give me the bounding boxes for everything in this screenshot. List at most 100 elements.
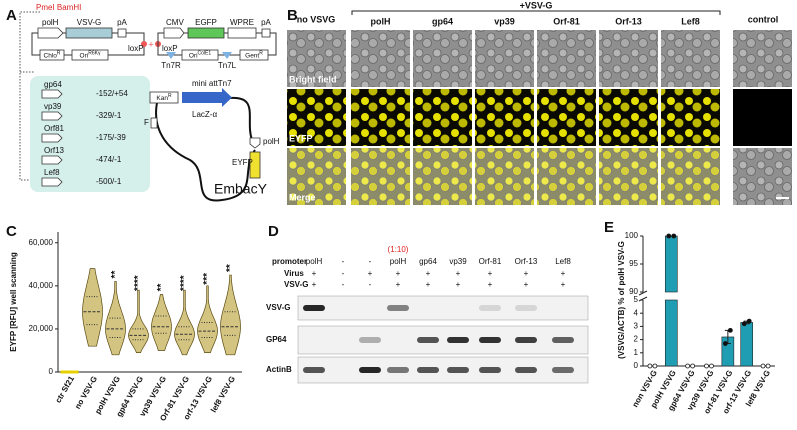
column-label: Orf-13	[615, 16, 642, 26]
lane-label: +	[426, 269, 431, 278]
data-point	[685, 363, 691, 369]
violin	[151, 294, 172, 351]
label: KanR	[156, 93, 172, 101]
band	[387, 305, 409, 311]
label-part: Kan	[156, 95, 168, 102]
promoter-range: -474/-1	[96, 155, 122, 164]
column-label: vp39	[494, 16, 515, 26]
label-part: Chlo	[44, 52, 58, 59]
x-tick-label: ctr Sf21	[54, 374, 77, 404]
micrograph	[733, 148, 792, 205]
row-label: Virus	[284, 269, 304, 278]
lane-label: +	[312, 269, 317, 278]
row-label: VSV-G	[284, 280, 308, 289]
lane-label: polH	[306, 257, 323, 266]
y-axis-label: EYFP [RFU] well scanning	[9, 252, 18, 352]
dilution: (1:10)	[388, 245, 409, 254]
micrograph	[287, 148, 346, 205]
y-axis-label: (VSVG/ACTB) % of polH VSV-G	[617, 241, 626, 359]
significance: **	[156, 283, 167, 291]
micrograph	[733, 89, 792, 146]
bracket	[351, 10, 721, 15]
promoter	[41, 155, 63, 165]
band	[303, 305, 325, 311]
data-point	[666, 233, 672, 239]
band-label: ActinB	[266, 365, 292, 374]
promoter	[41, 133, 63, 143]
x-tick-label: no VSV-G	[73, 375, 99, 411]
label-part: R	[259, 51, 263, 57]
y-tick-label: 5	[634, 295, 639, 304]
label: CMV	[166, 18, 184, 27]
lane-label: +	[488, 269, 493, 278]
label: Tn7R	[161, 61, 181, 70]
group-label: +VSV-G	[520, 0, 553, 10]
lane-label: -	[342, 280, 345, 289]
lane-label: vp39	[449, 257, 467, 266]
label: pA	[261, 18, 271, 27]
band-label: VSV-G	[266, 303, 290, 312]
y-tick-label: 4	[634, 308, 639, 317]
row-label: promoter	[272, 257, 307, 266]
data-point	[652, 363, 658, 369]
diagram-a: PmeI BamHI polH VSV-G pA ChloR OriR6Kγ +…	[19, 3, 280, 202]
label-part: ColE1	[198, 51, 212, 57]
lane-label: gp64	[419, 257, 437, 266]
lane-label: polH	[390, 257, 407, 266]
loxp-site	[141, 41, 147, 47]
row-label: EYFP	[289, 133, 313, 143]
micrograph	[413, 30, 472, 87]
band	[479, 337, 501, 343]
lane-label: -	[342, 269, 345, 278]
label: polH	[42, 18, 59, 27]
y-tick-label: 40,000	[29, 281, 54, 290]
y-tick-label: 2	[634, 335, 639, 344]
micrograph	[287, 30, 346, 87]
data-point	[690, 363, 696, 369]
lane-label: -	[342, 257, 345, 266]
lane-label: +	[396, 280, 401, 289]
promoter	[41, 177, 63, 187]
panel-label: D	[268, 223, 279, 240]
micrograph	[475, 89, 534, 146]
band	[417, 337, 439, 343]
promoter-range: -329/-1	[96, 111, 122, 120]
lane-label: Orf-81	[479, 257, 502, 266]
label: WPRE	[230, 18, 254, 27]
band	[447, 337, 469, 343]
promoter-range: -152/+54	[96, 89, 128, 98]
element	[227, 27, 257, 39]
tn7-site	[166, 52, 176, 59]
gene	[239, 49, 269, 61]
violin	[174, 289, 195, 356]
gene	[249, 151, 261, 179]
panel-label: E	[604, 219, 614, 236]
element	[117, 28, 127, 38]
promoter-name: vp39	[44, 102, 62, 111]
micrograph	[537, 148, 596, 205]
band	[515, 367, 537, 373]
blot-strip	[297, 295, 589, 321]
western-blot: promoter Virus VSV-G polH - - polH gp64 vp39 Orf-…	[266, 257, 589, 384]
element	[261, 28, 271, 38]
y-tick-label: 1	[634, 348, 639, 357]
promoter-name: Orf81	[44, 124, 65, 133]
micrograph	[599, 30, 658, 87]
bracket	[19, 11, 40, 181]
gene	[187, 27, 225, 39]
promoter-range: -500/-1	[96, 177, 122, 186]
label: Tn7L	[218, 61, 237, 70]
micrograph	[599, 89, 658, 146]
micrograph	[661, 148, 720, 205]
lane-label: -	[369, 280, 372, 289]
promoter-name: Lef8	[44, 168, 60, 177]
label-part: R	[57, 51, 61, 57]
lane-label: +	[456, 280, 461, 289]
micrograph	[661, 30, 720, 87]
label: OriColE1	[189, 51, 212, 59]
tn7-site	[222, 52, 232, 59]
element	[150, 117, 158, 129]
gene	[39, 49, 65, 61]
bar	[664, 299, 678, 367]
